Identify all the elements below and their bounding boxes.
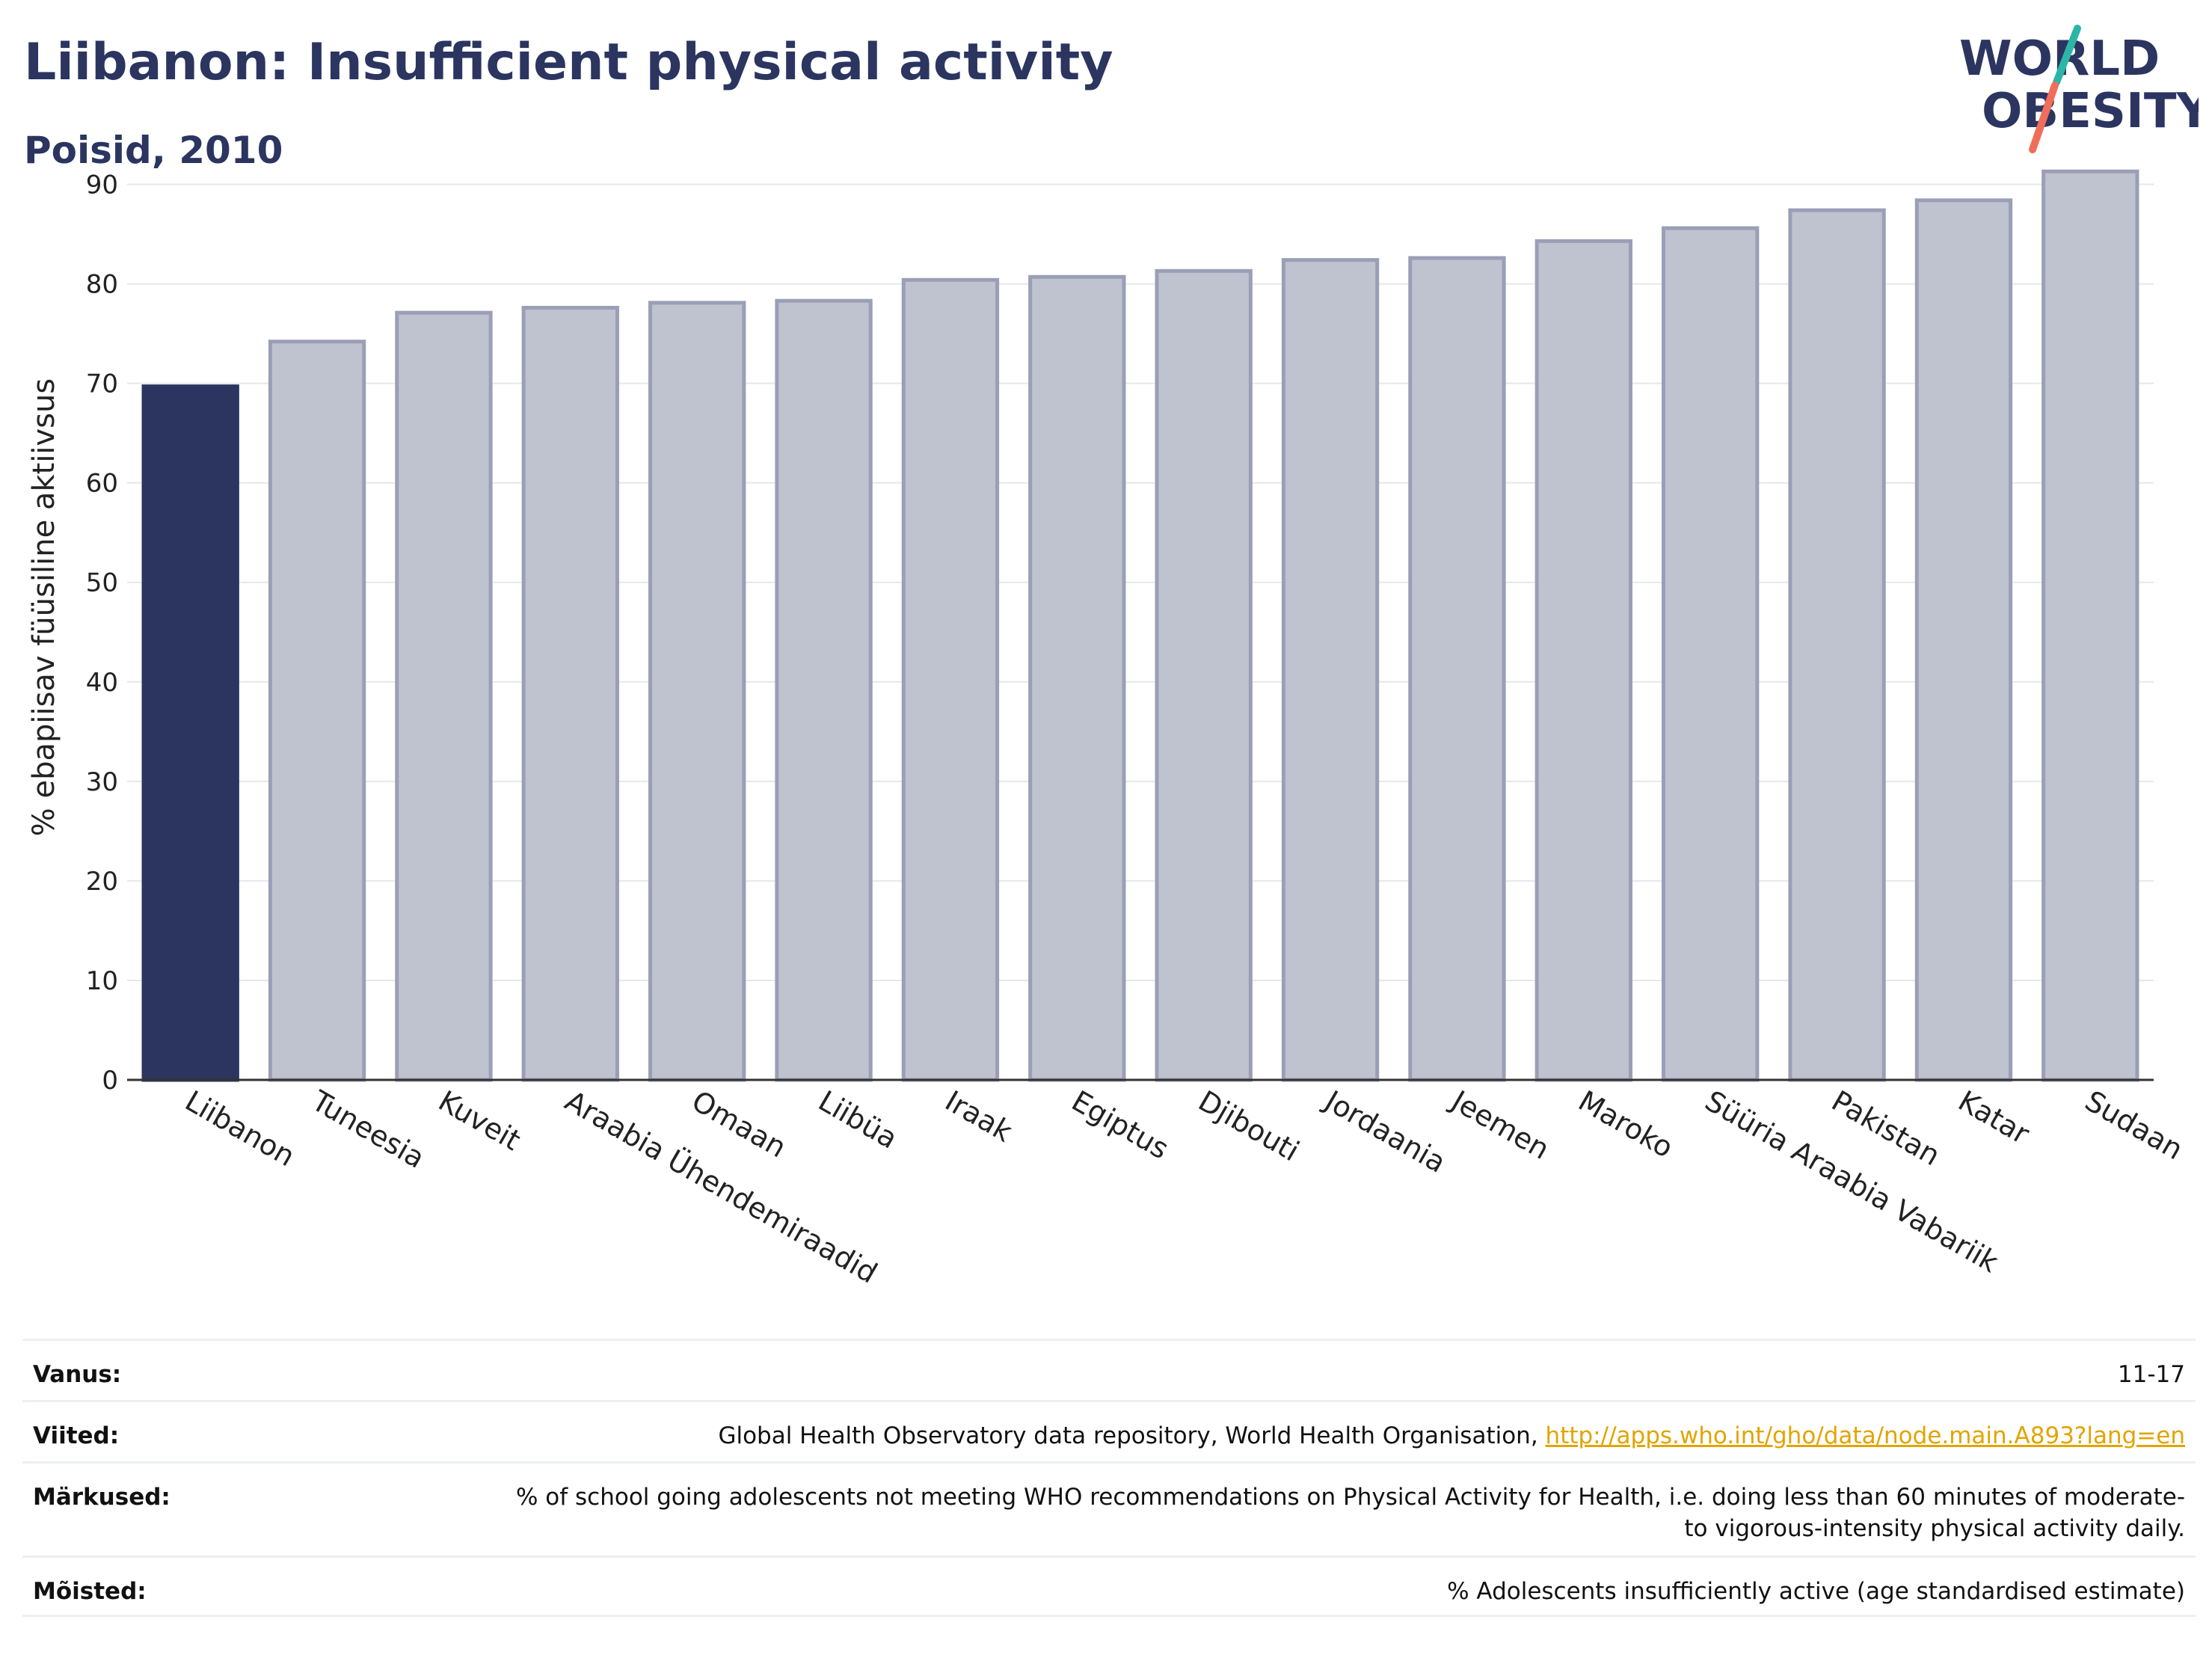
note-value-references: Global Health Observatory data repositor… xyxy=(718,1420,2185,1452)
y-tick-label: 30 xyxy=(86,767,118,797)
bar xyxy=(1408,256,1506,1082)
note-value-definitions: % Adolescents insufficiently active (age… xyxy=(1447,1578,2185,1605)
x-tick-label: Katar xyxy=(1953,1084,2035,1151)
note-label-remarks: Märkused: xyxy=(33,1484,170,1511)
note-label-definitions: Mõisted: xyxy=(33,1578,147,1605)
logo-slash-teal xyxy=(2053,25,2081,86)
x-tick-label: Tuneesia xyxy=(306,1084,431,1175)
y-tick-label: 20 xyxy=(86,867,118,897)
y-tick-label: 60 xyxy=(86,469,118,499)
bar xyxy=(395,310,493,1082)
bar xyxy=(1155,268,1253,1082)
note-row-age: Vanus: 11-17 xyxy=(22,1339,2196,1400)
bar xyxy=(1788,208,1886,1082)
reference-link[interactable]: http://apps.who.int/gho/data/node.main.A… xyxy=(1545,1422,2185,1449)
bar xyxy=(1914,198,2013,1082)
note-value-remarks: % of school going adolescents not meetin… xyxy=(515,1484,2185,1542)
note-row-references: Viited: Global Health Observatory data r… xyxy=(22,1400,2196,1461)
bar xyxy=(1281,258,1380,1082)
chart-title: Liibanon: Insufficient physical activity xyxy=(24,33,1113,92)
bar xyxy=(2042,169,2139,1082)
y-axis-title: % ebapiisav füüsiline aktiivsus xyxy=(27,378,61,837)
note-label-age: Vanus: xyxy=(33,1361,122,1388)
y-tick-label: 0 xyxy=(102,1066,118,1096)
reference-text: Global Health Observatory data repositor… xyxy=(718,1422,1546,1449)
x-tick-label: Jordaania xyxy=(1318,1084,1451,1179)
y-tick-label: 90 xyxy=(86,171,118,200)
note-label-references: Viited: xyxy=(33,1422,120,1449)
x-tick-label: Sudaan xyxy=(2080,1084,2189,1167)
x-tick-label: Jeemen xyxy=(1445,1084,1555,1166)
x-tick-label: Iraak xyxy=(939,1084,1018,1149)
bar xyxy=(1662,226,1760,1082)
note-value-age: 11-17 xyxy=(2117,1361,2185,1388)
logo-slash-coral xyxy=(2029,82,2059,153)
y-tick-label: 70 xyxy=(86,369,118,399)
y-tick-label: 80 xyxy=(86,270,118,300)
bar xyxy=(901,277,1000,1082)
bar xyxy=(141,384,239,1082)
bar xyxy=(1534,239,1632,1082)
x-tick-label: Maroko xyxy=(1573,1084,1679,1164)
x-tick-label: Kuveit xyxy=(433,1084,526,1157)
bar-chart: 0 10 20 30 40 50 60 70 80 90 Liibanon Tuneesia Kuvei… xyxy=(27,169,2189,1290)
y-tick-label: 40 xyxy=(86,668,118,698)
world-obesity-logo: WORLD OBESITY xyxy=(1959,25,2199,153)
logo-line2: OBESITY xyxy=(1982,84,2199,139)
x-tick-label: Liibanon xyxy=(179,1084,301,1173)
bar xyxy=(648,301,746,1082)
bar xyxy=(775,298,873,1082)
x-tick-label: Djibouti xyxy=(1193,1084,1305,1168)
x-tick-label: Liibüa xyxy=(813,1084,903,1155)
bar xyxy=(268,340,366,1082)
y-tick-label: 10 xyxy=(86,966,118,996)
x-tick-label: Egiptus xyxy=(1066,1084,1175,1166)
bar xyxy=(521,306,619,1082)
x-tick-label: Omaan xyxy=(686,1084,792,1164)
note-row-remarks: Märkused: % of school going adolescents … xyxy=(22,1461,2196,1556)
y-tick-label: 50 xyxy=(86,568,118,598)
note-row-definitions: Mõisted: % Adolescents insufficiently ac… xyxy=(22,1556,2196,1617)
notes-table: Vanus: 11-17 Viited: Global Health Obser… xyxy=(22,1339,2196,1617)
bar xyxy=(1028,274,1126,1082)
chart-subtitle: Poisid, 2010 xyxy=(24,129,283,172)
